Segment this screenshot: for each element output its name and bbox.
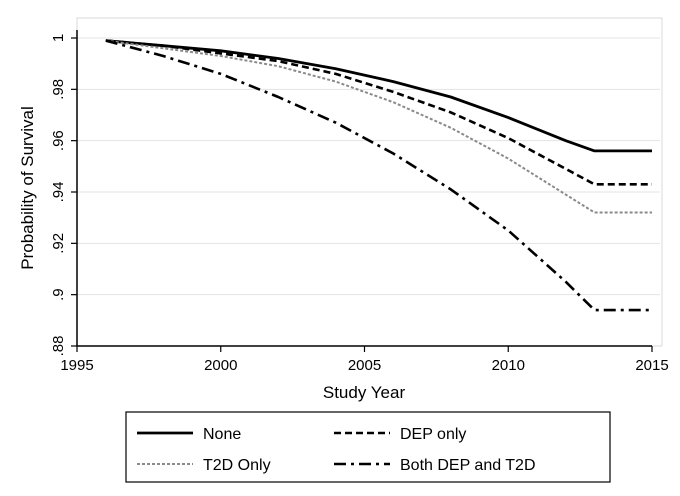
y-tick-label: 1: [50, 34, 67, 42]
y-tick-label: .92: [50, 233, 67, 254]
series-line: [105, 39, 652, 153]
legend-label: None: [203, 426, 241, 443]
y-tick-label: .98: [50, 79, 67, 100]
plot-area: [76, 17, 663, 347]
legend-items: None DEP only T2D Only Both DEP and T2D: [137, 426, 536, 474]
series-line: [105, 39, 652, 214]
legend-label: T2D Only: [203, 457, 271, 474]
x-axis-ticks: 1995 2000 2005 2010 2015: [60, 346, 669, 374]
x-tick-label: 1995: [60, 357, 93, 374]
y-tick-label: .96: [50, 130, 67, 151]
y-axis-title: Probability of Survival: [18, 106, 37, 269]
series-line: [105, 39, 652, 186]
legend-label: DEP only: [400, 426, 466, 443]
x-tick-label: 2015: [635, 357, 668, 374]
gridlines: [77, 37, 660, 296]
plot-frame: [76, 17, 663, 347]
x-axis-title: Study Year: [323, 383, 406, 402]
x-tick-label: 2005: [348, 357, 381, 374]
series-group: [105, 39, 652, 312]
x-tick-label: 2010: [492, 357, 525, 374]
x-tick-label: 2000: [204, 357, 237, 374]
y-axis-ticks: .88 .9 .92 .94 .96 .98 1: [50, 34, 77, 357]
legend-frame: [125, 411, 611, 483]
series-line: [105, 39, 652, 312]
y-tick-label: .9: [50, 288, 67, 301]
legend: None DEP only T2D Only Both DEP and T2D: [125, 411, 611, 483]
legend-label: Both DEP and T2D: [400, 457, 536, 474]
y-tick-label: .88: [50, 336, 67, 357]
y-tick-label: .94: [50, 182, 67, 203]
